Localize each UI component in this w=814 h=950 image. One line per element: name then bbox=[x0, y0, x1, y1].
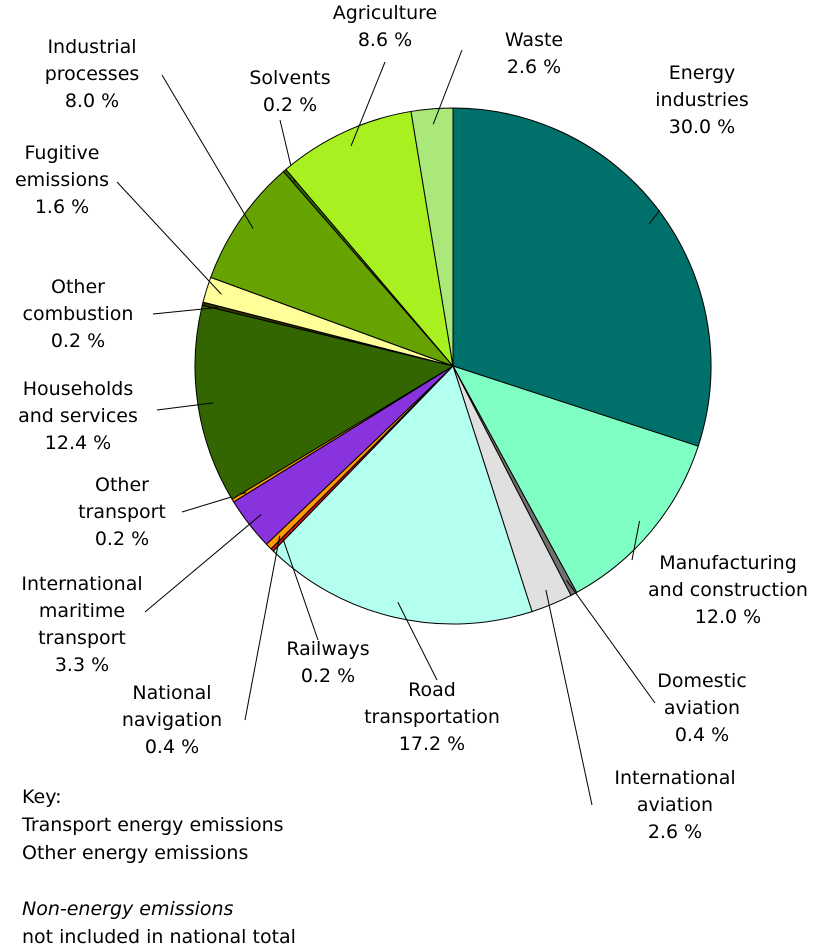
key-item: Transport energy emissions bbox=[22, 814, 284, 836]
value-label: 0.2 % bbox=[94, 528, 150, 550]
category-label: Road transportation bbox=[364, 679, 500, 728]
category-label: Solvents bbox=[249, 67, 331, 89]
value-label: 0.2 % bbox=[50, 330, 106, 352]
slice-label: National navigation 0.4 % bbox=[105, 680, 240, 761]
slice-label: Agriculture 8.6 % bbox=[315, 0, 455, 54]
category-label: Other combustion bbox=[22, 276, 134, 325]
pie-slice bbox=[210, 170, 454, 367]
value-label: 0.4 % bbox=[144, 736, 200, 758]
slice-label: Fugitive emissions 1.6 % bbox=[0, 140, 125, 221]
category-label: Railways bbox=[286, 638, 370, 660]
value-label: 17.2 % bbox=[398, 733, 466, 755]
value-label: 30.0 % bbox=[668, 116, 736, 138]
slice-label: International maritime transport 3.3 % bbox=[0, 571, 165, 679]
value-label: 0.4 % bbox=[674, 724, 730, 746]
pie-slice bbox=[272, 365, 533, 625]
leader-line bbox=[631, 520, 641, 561]
category-label: Households and services bbox=[18, 378, 138, 427]
value-label: 2.6 % bbox=[647, 821, 703, 843]
category-label: International aviation bbox=[614, 767, 736, 816]
category-label: Agriculture bbox=[332, 2, 438, 24]
leader-line bbox=[144, 514, 262, 613]
category-label: National navigation bbox=[121, 682, 223, 731]
value-label: 8.0 % bbox=[64, 90, 120, 112]
leader-line bbox=[116, 181, 222, 295]
value-label: 8.6 % bbox=[357, 29, 413, 51]
category-label: Domestic aviation bbox=[657, 670, 747, 719]
category-label: Waste bbox=[504, 29, 564, 51]
leader-line bbox=[648, 209, 661, 224]
slice-label: Solvents 0.2 % bbox=[235, 65, 345, 119]
value-label: 12.0 % bbox=[694, 606, 762, 628]
category-label: Industrial processes bbox=[44, 36, 140, 85]
value-label: 0.2 % bbox=[300, 665, 356, 687]
key-note: not included in national total bbox=[22, 926, 296, 948]
leader-line bbox=[152, 306, 218, 315]
value-label: 1.6 % bbox=[34, 196, 90, 218]
pie-slice bbox=[452, 107, 712, 447]
slice-label: Industrial processes 8.0 % bbox=[25, 34, 160, 115]
slice-label: Domestic aviation 0.4 % bbox=[642, 668, 762, 749]
slice-label: Energy industries 30.0 % bbox=[632, 60, 772, 141]
pie-slice bbox=[285, 110, 454, 368]
value-label: 3.3 % bbox=[54, 654, 110, 676]
slice-label: Railways 0.2 % bbox=[273, 636, 383, 690]
slice-label: Other combustion 0.2 % bbox=[8, 274, 148, 355]
slice-label: Road transportation 17.2 % bbox=[345, 677, 520, 758]
category-label: Energy industries bbox=[655, 62, 749, 111]
leader-line bbox=[244, 535, 281, 721]
category-label: Manufacturing and construction bbox=[648, 552, 808, 601]
value-label: 0.2 % bbox=[262, 94, 318, 116]
value-label: 2.6 % bbox=[506, 56, 562, 78]
slice-label: Households and services 12.4 % bbox=[3, 376, 153, 457]
leader-line bbox=[282, 538, 319, 641]
value-label: 12.4 % bbox=[44, 432, 112, 454]
slice-label: Other transport 0.2 % bbox=[65, 472, 180, 553]
slice-label: Waste 2.6 % bbox=[479, 27, 589, 81]
category-label: International maritime transport bbox=[21, 573, 143, 649]
leader-line bbox=[156, 402, 214, 411]
category-label: Fugitive emissions bbox=[14, 142, 110, 191]
key-title: Key: bbox=[22, 786, 62, 808]
leader-line bbox=[432, 49, 463, 125]
slice-label: Manufacturing and construction 12.0 % bbox=[646, 550, 811, 631]
leader-line bbox=[566, 579, 656, 704]
key-item: Other energy emissions bbox=[22, 842, 249, 864]
slice-label: International aviation 2.6 % bbox=[593, 765, 758, 846]
leader-line bbox=[545, 589, 593, 806]
leader-line bbox=[350, 61, 386, 147]
leader-line bbox=[397, 601, 438, 681]
pie-slice bbox=[410, 107, 454, 367]
key-note: Non-energy emissions bbox=[22, 898, 234, 920]
category-label: Other transport bbox=[78, 474, 166, 523]
leader-line bbox=[161, 74, 254, 229]
